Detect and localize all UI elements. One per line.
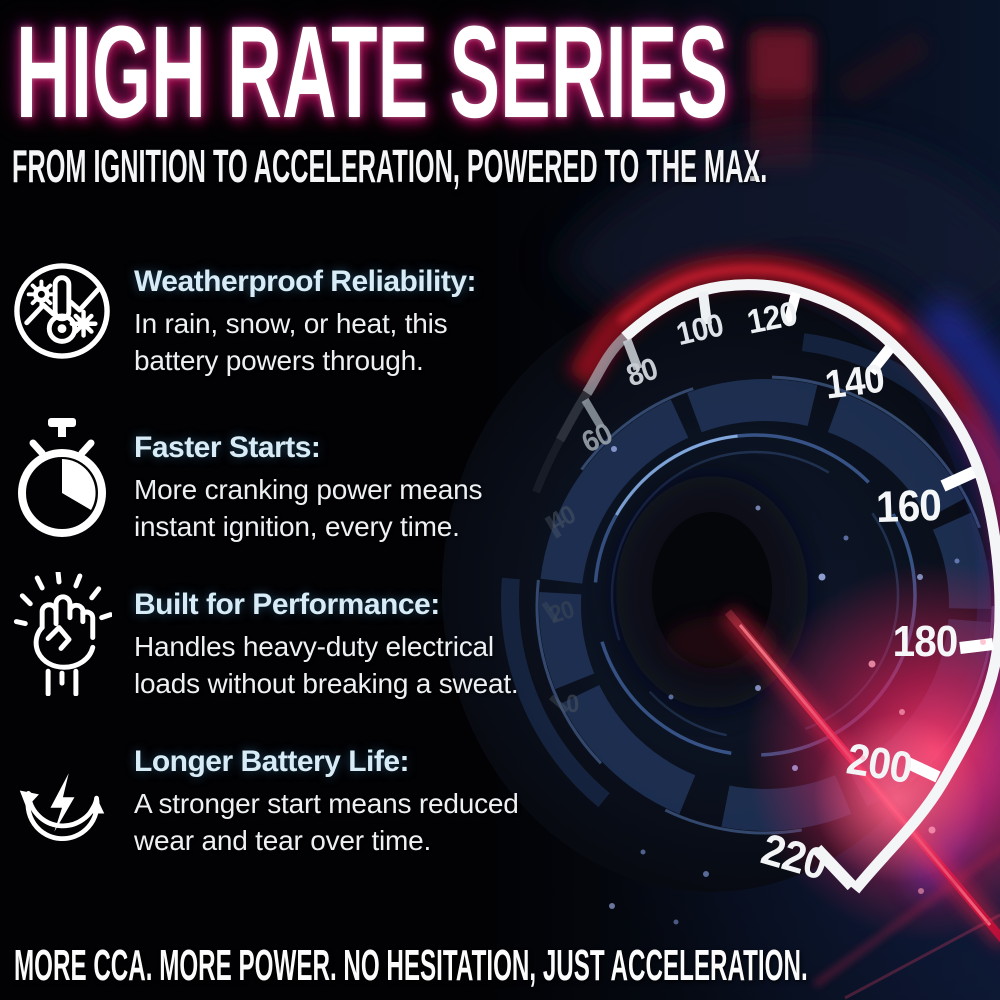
feature-body: In rain, snow, or heat, this battery powe…	[134, 305, 597, 379]
gauge-label-200: 200	[844, 734, 916, 792]
feature-body-line1: In rain, snow, or heat, this	[134, 308, 448, 339]
feature-heading: Weatherproof Reliability:	[134, 265, 477, 298]
feature-body-line2: loads without breaking a sweat.	[134, 668, 519, 699]
feature-body: Handles heavy-duty electrical loads witho…	[134, 628, 597, 702]
feature-heading: Faster Starts:	[134, 431, 321, 464]
feature-body-line2: wear and tear over time.	[134, 825, 432, 856]
feature-body-line1: A stronger start means reduced	[134, 788, 519, 819]
gauge-label-180: 180	[893, 616, 958, 665]
gauge-arc	[532, 279, 1000, 894]
feature-body-line2: battery powers through.	[134, 345, 424, 376]
page-title: HIGH RATE SERIES	[16, 0, 729, 145]
feature-item-performance: Built for Performance: Handles heavy-dut…	[12, 572, 597, 702]
feature-body: A stronger start means reduced wear and t…	[134, 785, 597, 859]
gauge-label-160: 160	[875, 480, 941, 531]
footer-slogan: MORE CCA. MORE POWER. NO HESITATION, JUS…	[14, 941, 808, 990]
needle-beam	[720, 562, 1000, 1000]
feature-item-battery-life: Longer Battery Life: A stronger start me…	[12, 742, 597, 859]
gauge-label-140: 140	[823, 356, 887, 408]
gauge-label-120: 120	[744, 294, 800, 341]
particles	[609, 176, 986, 925]
feature-item-faster-starts: Faster Starts: More cranking power means…	[12, 414, 597, 546]
feature-body-line1: Handles heavy-duty electrical	[134, 631, 494, 662]
gauge-label-0: 0	[565, 690, 580, 719]
tagline: FROM IGNITION TO ACCELERATION, POWERED T…	[12, 140, 768, 192]
feature-item-weatherproof: Weatherproof Reliability: In rain, snow,…	[12, 262, 597, 379]
bezel-band	[553, 134, 1000, 340]
fist-icon	[12, 572, 112, 702]
background-red-streaks	[750, 30, 929, 168]
gauge-ticks	[541, 291, 994, 891]
feature-heading: Built for Performance:	[134, 588, 440, 621]
feature-body-line2: instant ignition, every time.	[134, 511, 460, 542]
stopwatch-icon	[12, 414, 112, 546]
refresh-bolt-icon	[12, 754, 112, 859]
weatherproof-icon	[12, 262, 112, 379]
feature-body-line1: More cranking power means	[134, 474, 483, 505]
feature-heading: Longer Battery Life:	[134, 745, 410, 778]
feature-body: More cranking power means instant ignitio…	[134, 471, 597, 545]
